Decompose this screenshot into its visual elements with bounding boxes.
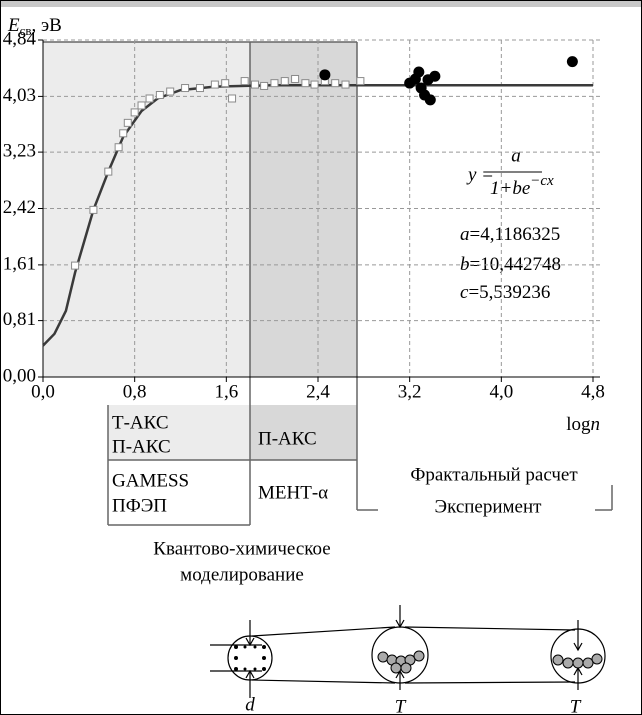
parameter-name: a <box>460 224 470 245</box>
diagram-dots <box>234 645 266 671</box>
method-label: Эксперимент <box>435 496 543 517</box>
y-tick-label: 4,03 <box>3 85 36 106</box>
method-label: Квантово-химическое <box>153 538 330 559</box>
point <box>155 91 164 100</box>
y-axis-symbol: E <box>7 15 20 36</box>
method-label: Фрактальный расчет <box>410 464 578 485</box>
point <box>119 129 128 138</box>
band-right <box>250 42 357 377</box>
point <box>130 108 139 117</box>
point <box>166 87 175 96</box>
point <box>195 84 204 93</box>
method-label: МЕНТ-α <box>258 482 328 503</box>
y-axis-subscript: св <box>20 23 32 38</box>
diagram-label: T <box>570 696 582 715</box>
y-tick-label: 1,61 <box>3 253 36 274</box>
point <box>104 167 113 176</box>
point <box>566 56 578 68</box>
point <box>137 101 146 110</box>
point <box>310 80 319 89</box>
x-axis-symbol: n <box>591 414 601 435</box>
point <box>424 94 436 106</box>
formula-base: 1+be <box>490 178 530 199</box>
x-axis-label: logn <box>566 414 600 435</box>
method-label: П-АКС <box>258 428 317 449</box>
x-tick-label: 1,6 <box>214 381 238 402</box>
diagram-particles <box>377 650 603 674</box>
table-cell <box>108 405 250 460</box>
point <box>123 118 132 127</box>
point <box>331 79 340 88</box>
point <box>71 261 80 270</box>
point <box>356 77 365 86</box>
point <box>260 81 269 90</box>
point <box>240 77 249 86</box>
x-tick-label: 0,0 <box>31 381 55 402</box>
point <box>145 94 154 103</box>
parameter: b=10,442748 <box>460 254 561 275</box>
x-tick-label: 3,2 <box>398 381 422 402</box>
x-tick-label: 2,4 <box>306 381 330 402</box>
band-left <box>43 42 250 377</box>
point <box>319 69 331 81</box>
x-tick-label: 0,8 <box>123 381 147 402</box>
point <box>291 74 300 83</box>
diagram <box>210 605 606 698</box>
point <box>89 205 98 214</box>
point <box>250 80 259 89</box>
formula-lhs: y = <box>466 164 494 185</box>
formula-denominator: 1+be−cx <box>490 173 554 199</box>
point <box>270 79 279 88</box>
y-axis-unit: , эВ <box>32 15 62 36</box>
x-tick-label: 4,0 <box>489 381 513 402</box>
y-tick-label: 2,42 <box>3 197 36 218</box>
point <box>280 77 289 86</box>
point <box>413 66 425 78</box>
x-tick-label: 4,8 <box>581 381 605 402</box>
table-cell <box>250 405 357 460</box>
parameter-name: c <box>460 282 469 303</box>
y-axis-label: Eсв, эВ <box>7 15 62 38</box>
point <box>114 143 123 152</box>
method-label: Т-АКС <box>112 412 169 433</box>
point <box>341 80 350 89</box>
parameter: c=5,539236 <box>460 282 550 303</box>
x-axis-text: log <box>566 414 591 435</box>
point <box>228 94 237 103</box>
y-tick-label: 0,81 <box>3 309 36 330</box>
method-label: моделирование <box>180 564 304 585</box>
y-tick-label: 4,84 <box>3 28 37 49</box>
parameter-value: =5,539236 <box>468 282 550 303</box>
formula-exponent: −cx <box>530 173 554 189</box>
point <box>210 80 219 89</box>
diagram-label: d <box>245 694 255 715</box>
parameter: a=4,1186325 <box>460 224 560 245</box>
point <box>181 84 190 93</box>
point <box>221 79 230 88</box>
formula-numerator: a <box>511 145 521 166</box>
fit-curve <box>42 84 593 347</box>
method-label: ПФЭП <box>112 495 167 516</box>
method-label: П-АКС <box>112 436 171 457</box>
point <box>301 79 310 88</box>
method-label: GAMESS <box>112 470 189 491</box>
diagram-label: T <box>395 696 407 715</box>
point <box>429 70 441 82</box>
y-tick-label: 0,00 <box>3 365 36 386</box>
y-tick-label: 3,23 <box>3 140 36 161</box>
parameter-value: =4,1186325 <box>470 224 561 245</box>
table-lines <box>43 41 613 526</box>
top-bar <box>0 0 642 7</box>
